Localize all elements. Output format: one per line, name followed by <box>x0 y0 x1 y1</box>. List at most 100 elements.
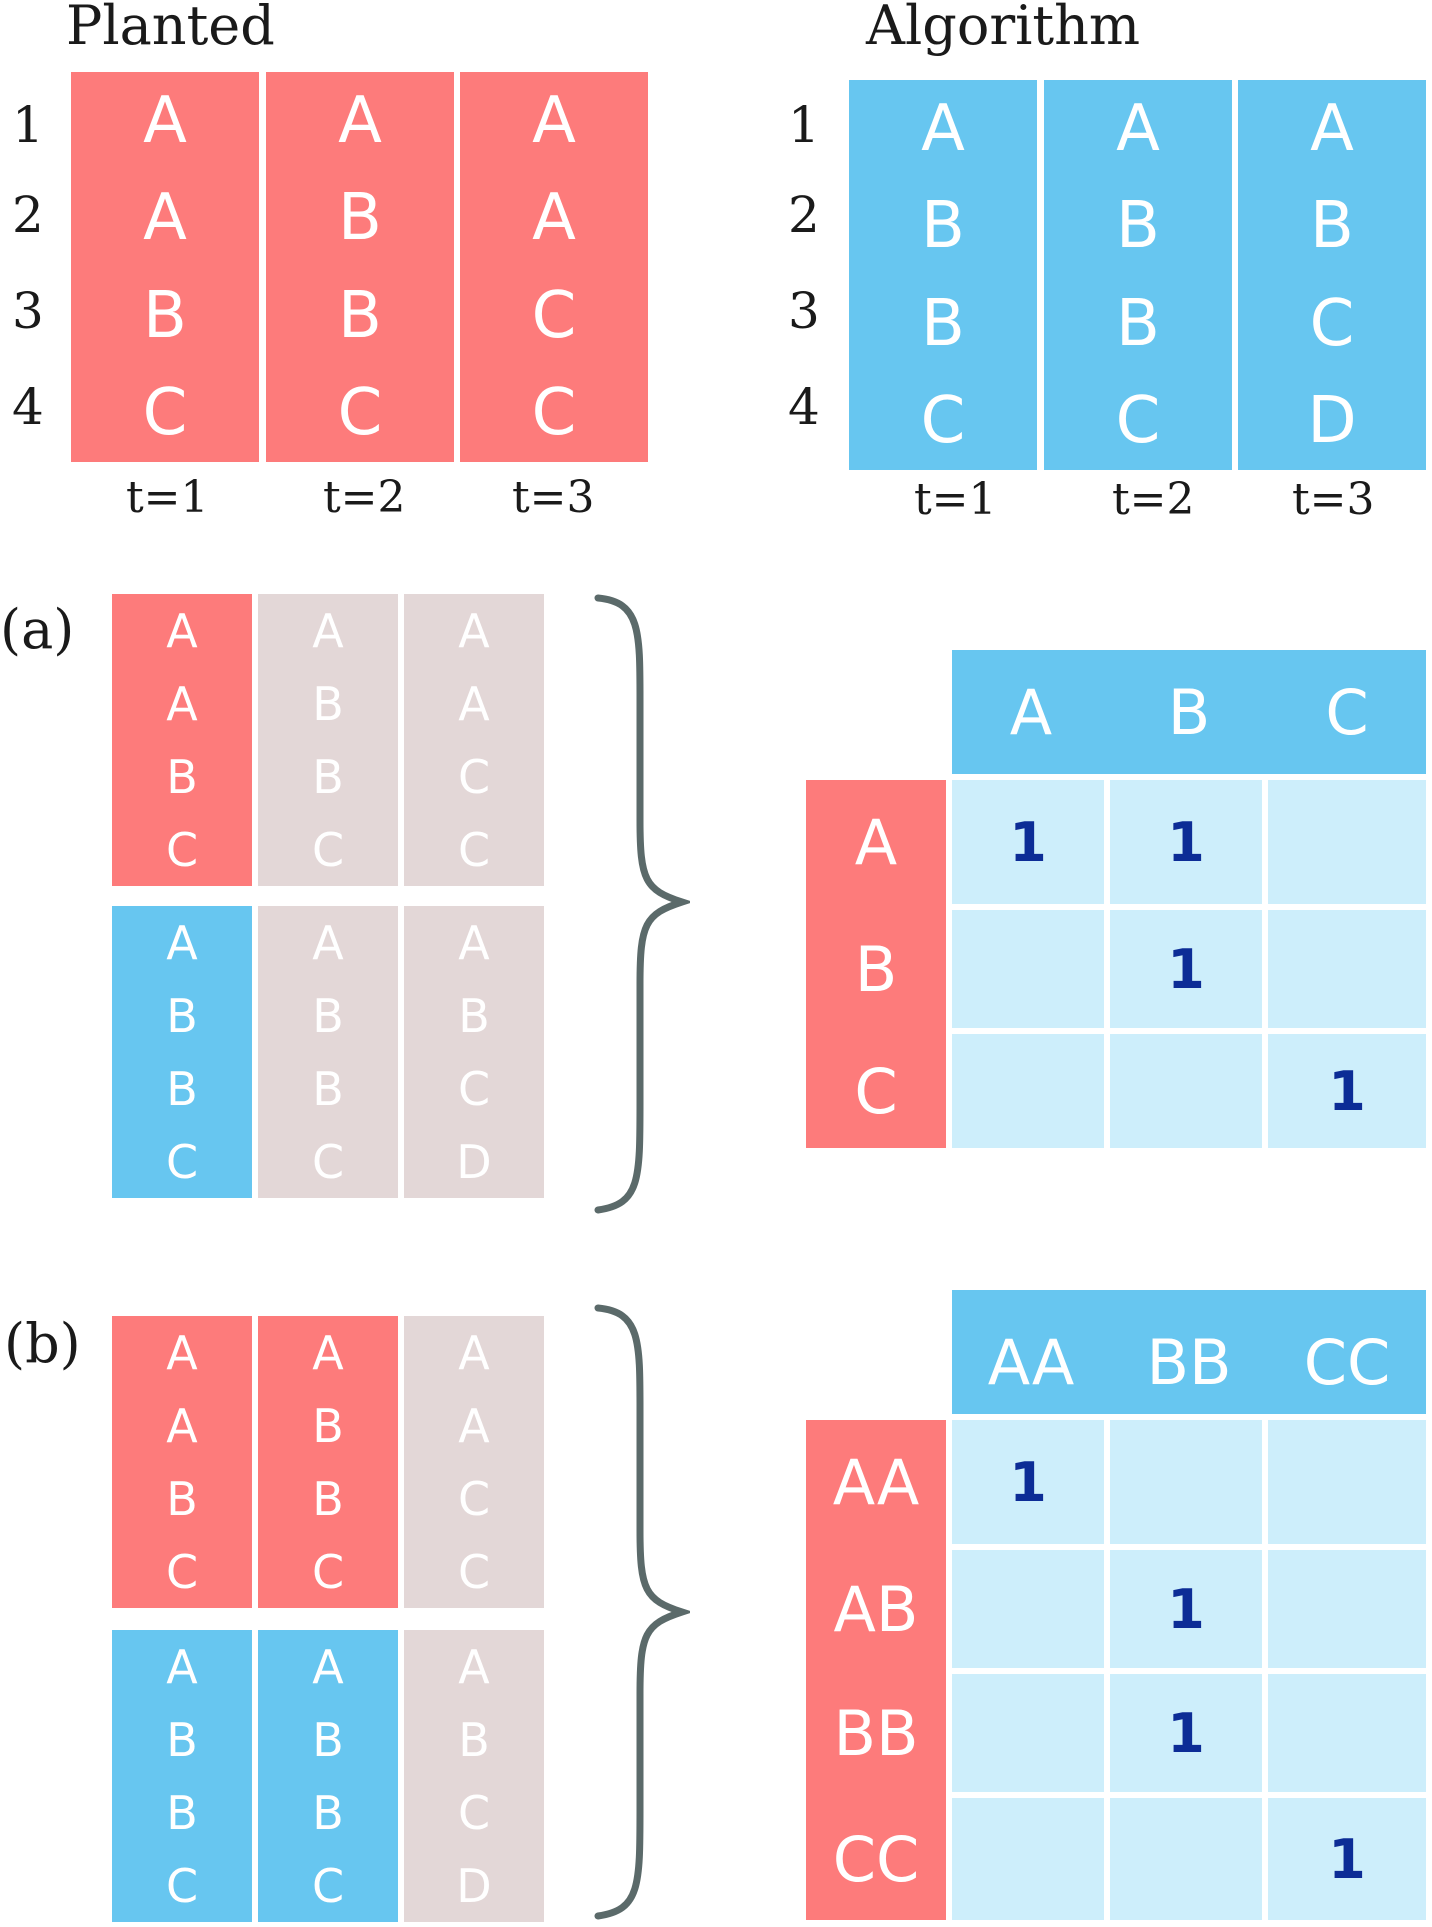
panel-a-row-header-bar <box>806 780 946 1148</box>
letter: A <box>166 676 198 731</box>
planted-row-number: 4 <box>12 378 44 436</box>
letter: B <box>312 1471 344 1526</box>
letter: A <box>166 603 198 658</box>
panel-b-label: (b) <box>4 1312 81 1375</box>
letter: B <box>166 749 198 804</box>
letter: A <box>166 1398 198 1453</box>
letter: B <box>458 988 490 1043</box>
panel-b-matrix-cell <box>1268 1420 1426 1544</box>
panel-b-row-header: AA <box>832 1445 920 1519</box>
panel-b-brace <box>594 1304 690 1920</box>
letter: B <box>312 1061 344 1116</box>
planted-title: Planted <box>66 0 275 57</box>
algorithm-row-number: 2 <box>788 186 820 244</box>
letter: A <box>532 181 576 256</box>
letter: D <box>456 1134 492 1189</box>
letter: B <box>1116 189 1160 264</box>
letter: A <box>143 83 187 158</box>
panel-b-matrix-cell <box>1110 1420 1262 1544</box>
letter: B <box>1116 286 1160 361</box>
panel-a-matrix-cell <box>1110 1034 1262 1148</box>
algorithm-row-number: 4 <box>788 378 820 436</box>
panel-a-algorithm-column-inactive: A B B C <box>258 906 398 1198</box>
letter: A <box>458 1639 490 1694</box>
panel-a-algorithm-column-active: A B B C <box>112 906 252 1198</box>
panel-b-matrix-cell: 1 <box>952 1420 1104 1544</box>
panel-b-row-header: CC <box>832 1822 920 1896</box>
letter: C <box>311 822 345 877</box>
letter: A <box>166 1325 198 1380</box>
panel-a-column-header: C <box>1325 675 1369 749</box>
algorithm-time-label: t=1 <box>914 474 997 525</box>
letter: A <box>166 915 198 970</box>
algorithm-column-t2: A B B C <box>1044 80 1232 470</box>
letter: A <box>458 603 490 658</box>
algorithm-time-label: t=3 <box>1292 474 1375 525</box>
letter: B <box>312 676 344 731</box>
letter: A <box>143 181 187 256</box>
panel-b-matrix-cell <box>1268 1674 1426 1792</box>
letter: A <box>458 1325 490 1380</box>
planted-row-number: 3 <box>12 282 44 340</box>
letter: C <box>142 376 188 451</box>
letter: C <box>1115 384 1161 459</box>
panel-b-row-header-bar <box>806 1420 946 1920</box>
panel-a-planted-column-active: A A B C <box>112 594 252 886</box>
letter: C <box>457 749 491 804</box>
letter: A <box>312 1325 344 1380</box>
algorithm-column-t3: A B C D <box>1238 80 1426 470</box>
planted-column-t3: A A C C <box>460 72 648 462</box>
panel-b-matrix-cell <box>1268 1550 1426 1668</box>
panel-a-row-header: A <box>854 805 898 879</box>
panel-b-matrix-cell <box>952 1550 1104 1668</box>
letter: A <box>921 91 965 166</box>
letter: C <box>457 822 491 877</box>
algorithm-time-label: t=2 <box>1112 474 1195 525</box>
panel-b-column-header: AA <box>987 1325 1075 1399</box>
letter: B <box>312 749 344 804</box>
letter: B <box>1310 189 1354 264</box>
panel-b-matrix-cell: 1 <box>1268 1798 1426 1920</box>
letter: C <box>920 384 966 459</box>
letter: B <box>166 1061 198 1116</box>
panel-b-planted-column-active: A B B C <box>258 1316 398 1608</box>
letter: B <box>312 988 344 1043</box>
letter: B <box>921 189 965 264</box>
panel-b-matrix-cell: 1 <box>1110 1550 1262 1668</box>
panel-b-planted-column-active: A A B C <box>112 1316 252 1608</box>
letter: C <box>311 1858 345 1913</box>
letter: C <box>311 1544 345 1599</box>
panel-a-matrix-cell <box>952 910 1104 1028</box>
letter: C <box>1309 286 1355 361</box>
letter: A <box>312 1639 344 1694</box>
letter: A <box>1116 91 1160 166</box>
panel-a-row-header: B <box>854 932 898 1006</box>
panel-b-matrix-cell <box>952 1674 1104 1792</box>
letter: B <box>166 1712 198 1767</box>
letter: B <box>338 278 382 353</box>
letter: A <box>312 915 344 970</box>
panel-a-row-header: C <box>854 1054 898 1128</box>
planted-column-t1: A A B C <box>71 72 259 462</box>
letter: B <box>143 278 187 353</box>
panel-b-matrix-cell: 1 <box>1110 1674 1262 1792</box>
planted-column-t2: A B B C <box>266 72 454 462</box>
planted-time-label: t=3 <box>512 472 595 523</box>
panel-b-matrix-cell <box>1110 1798 1262 1920</box>
panel-b-algorithm-column-active: A B B C <box>112 1630 252 1922</box>
letter: A <box>1310 91 1354 166</box>
panel-a-matrix-cell <box>952 1034 1104 1148</box>
panel-a-planted-column-inactive: A A C C <box>404 594 544 886</box>
panel-b-column-header: BB <box>1146 1325 1232 1399</box>
algorithm-title: Algorithm <box>866 0 1141 57</box>
panel-a-matrix-cell: 1 <box>952 780 1104 904</box>
letter: B <box>166 1785 198 1840</box>
algorithm-column-t1: A B B C <box>849 80 1037 470</box>
planted-row-number: 1 <box>12 96 44 154</box>
letter: C <box>165 1134 199 1189</box>
letter: C <box>311 1134 345 1189</box>
panel-a-matrix-cell <box>1268 910 1426 1028</box>
letter: C <box>531 376 577 451</box>
letter: B <box>312 1785 344 1840</box>
panel-a-column-header-bar <box>952 650 1426 774</box>
